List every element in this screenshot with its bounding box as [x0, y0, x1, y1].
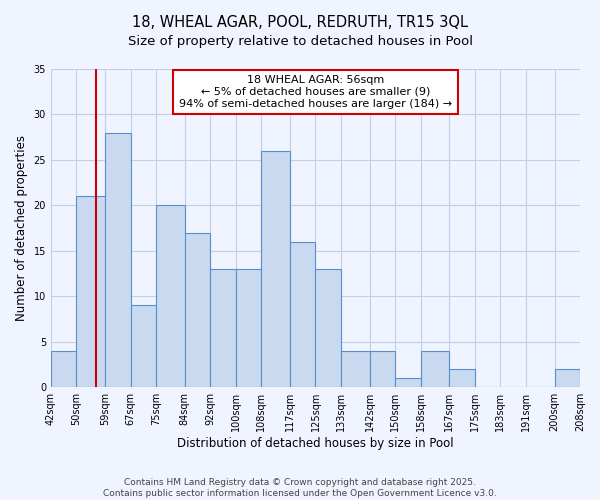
Bar — [554, 369, 580, 387]
Text: 18, WHEAL AGAR, POOL, REDRUTH, TR15 3QL: 18, WHEAL AGAR, POOL, REDRUTH, TR15 3QL — [132, 15, 468, 30]
Y-axis label: Number of detached properties: Number of detached properties — [15, 135, 28, 321]
Bar — [131, 306, 156, 387]
Bar — [449, 369, 475, 387]
Bar — [395, 378, 421, 387]
Bar — [210, 269, 236, 387]
Bar — [290, 242, 316, 387]
Bar — [236, 269, 261, 387]
Text: 18 WHEAL AGAR: 56sqm
← 5% of detached houses are smaller (9)
94% of semi-detache: 18 WHEAL AGAR: 56sqm ← 5% of detached ho… — [179, 76, 452, 108]
Bar — [185, 232, 210, 387]
Bar — [370, 351, 395, 387]
Bar — [76, 196, 105, 387]
Bar — [316, 269, 341, 387]
Bar — [105, 132, 131, 387]
Bar — [341, 351, 370, 387]
Text: Size of property relative to detached houses in Pool: Size of property relative to detached ho… — [128, 35, 473, 48]
Bar — [156, 206, 185, 387]
Text: Contains HM Land Registry data © Crown copyright and database right 2025.
Contai: Contains HM Land Registry data © Crown c… — [103, 478, 497, 498]
Bar — [261, 151, 290, 387]
Bar — [51, 351, 76, 387]
Bar — [421, 351, 449, 387]
X-axis label: Distribution of detached houses by size in Pool: Distribution of detached houses by size … — [177, 437, 454, 450]
